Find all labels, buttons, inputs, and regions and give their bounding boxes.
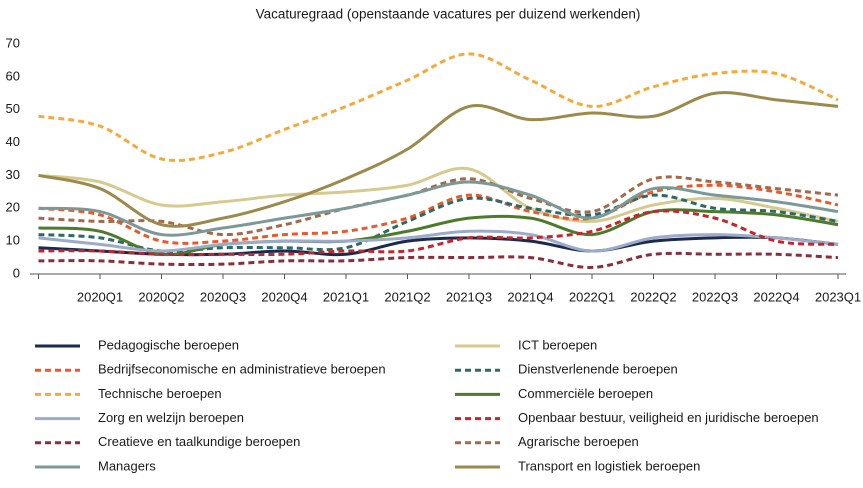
x-tick-label: 2021Q4 (507, 289, 553, 304)
x-tick-label: 2020Q3 (200, 289, 246, 304)
x-tick-label: 2022Q3 (692, 289, 738, 304)
y-tick-label: 20 (6, 200, 20, 215)
x-tick-label: 2021Q2 (384, 289, 430, 304)
line-series (38, 229, 839, 253)
legend-label: Transport en logistiek beroepen (518, 458, 700, 473)
y-tick-label: 70 (6, 35, 20, 50)
x-tick-label: 2023Q1 (815, 289, 861, 304)
line-series (38, 209, 839, 257)
legend-label: Dienstverlenende beroepen (518, 362, 678, 377)
x-tick-label: 2022Q1 (569, 289, 615, 304)
legend-label: Managers (98, 458, 156, 473)
legend-label: Technische beroepen (98, 386, 222, 401)
y-tick-label: 10 (6, 233, 20, 248)
y-tick-label: 60 (6, 68, 20, 83)
line-series (38, 251, 839, 269)
legend-label: Openbaar bestuur, veiligheid en juridisc… (518, 410, 819, 425)
x-tick-label: 2021Q1 (323, 289, 369, 304)
x-tick-label: 2021Q3 (446, 289, 492, 304)
x-tick-label: 2022Q4 (753, 289, 799, 304)
y-tick-label: 50 (6, 101, 20, 116)
x-tick-label: 2020Q2 (138, 289, 184, 304)
line-series (38, 175, 839, 237)
line-series (38, 180, 839, 237)
legend-label: Agrarische beroepen (518, 434, 639, 449)
x-tick-label: 2020Q4 (261, 289, 307, 304)
line-series (38, 183, 839, 245)
chart-title: Vacaturegraad (openstaande vacatures per… (256, 7, 641, 22)
y-tick-label: 40 (6, 134, 20, 149)
legend-label: ICT beroepen (518, 337, 597, 352)
line-series (38, 91, 839, 228)
x-tick-label: 2022Q2 (630, 289, 676, 304)
legend-label: Creatieve en taalkundige beroepen (98, 434, 300, 449)
y-tick-label: 0 (13, 265, 20, 280)
legend-label: Pedagogische beroepen (98, 337, 239, 352)
x-tick-label: 2020Q1 (77, 289, 123, 304)
legend-label: Zorg en welzijn beroepen (98, 410, 244, 425)
line-series (38, 166, 839, 223)
y-tick-label: 30 (6, 167, 20, 182)
line-series (38, 208, 839, 257)
legend-label: Commerciële beroepen (518, 386, 653, 401)
line-series (38, 52, 839, 163)
legend-label: Bedrijfseconomische en administratieve b… (98, 362, 386, 377)
